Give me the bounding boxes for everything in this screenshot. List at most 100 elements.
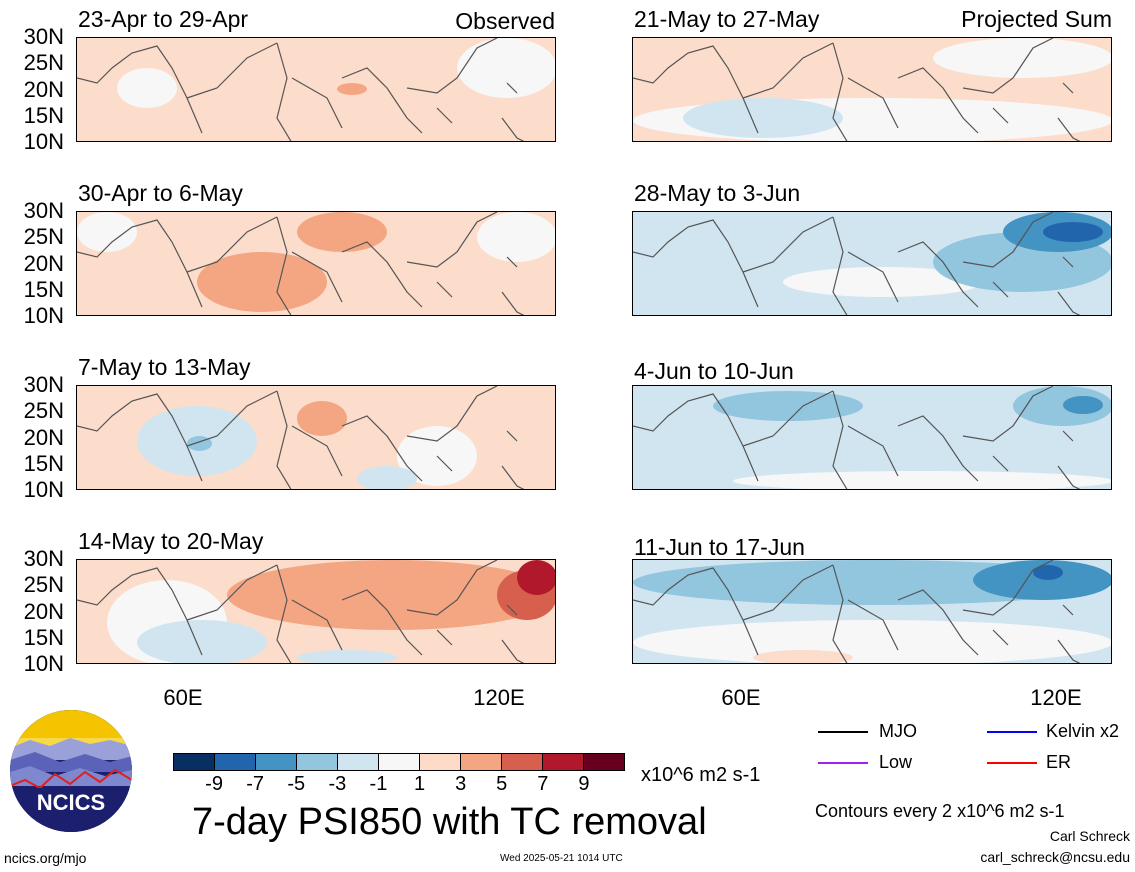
coastline	[633, 386, 1081, 489]
map-field	[77, 212, 555, 315]
colorbar-swatch	[338, 754, 379, 770]
colorbar-tick-label: -9	[205, 773, 223, 795]
field-shade	[933, 38, 1111, 78]
map-panel	[632, 211, 1112, 316]
lat-label: 20N	[23, 77, 64, 102]
map-panel	[76, 559, 556, 664]
colorbar-unit: x10^6 m2 s-1	[641, 764, 761, 786]
lat-label: 20N	[23, 599, 64, 624]
colorbar-tick-label: -7	[246, 773, 265, 795]
logo-text: NCICS	[36, 790, 106, 815]
colorbar-tick-label: -5	[287, 773, 306, 795]
field-shade	[1063, 396, 1103, 414]
lat-label: 20N	[23, 425, 64, 450]
coastline	[77, 386, 525, 489]
lon-label: 60E	[721, 685, 761, 710]
panel-title: 23-Apr to 29-Apr	[78, 6, 249, 32]
field-shade	[297, 401, 347, 436]
field-shade	[337, 83, 367, 95]
colorbar-tick-label: 5	[496, 773, 508, 795]
map-panel	[76, 211, 556, 316]
lon-label: 120E	[1030, 685, 1082, 710]
field-shade	[1033, 565, 1063, 580]
lat-label: 15N	[23, 625, 64, 650]
panel-corner-label: Projected Sum	[961, 6, 1112, 32]
field-shade	[187, 436, 212, 451]
field-shade	[783, 267, 983, 297]
field-shade	[1013, 386, 1111, 426]
map-field	[77, 38, 555, 141]
coastline	[633, 212, 1081, 315]
colorbar-swatch	[543, 754, 584, 770]
field-shade	[973, 560, 1111, 600]
field-shade	[457, 38, 555, 98]
field-shade	[117, 68, 177, 108]
legend-line-er	[987, 762, 1037, 764]
lon-label: 120E	[473, 685, 525, 710]
field-shade	[477, 212, 555, 262]
field-shade	[713, 391, 863, 421]
lat-label: 10N	[23, 477, 64, 502]
lat-label: 20N	[23, 251, 64, 276]
legend-label-mjo: MJO	[879, 721, 917, 741]
timestamp: Wed 2025-05-21 1014 UTC	[500, 853, 623, 864]
lat-label: 10N	[23, 651, 64, 676]
ncics-logo: NCICS	[10, 710, 132, 832]
lat-label: 10N	[23, 303, 64, 328]
lon-label: 60E	[163, 685, 203, 710]
colorbar-swatch	[256, 754, 297, 770]
field-shade	[357, 466, 417, 489]
map-field	[633, 386, 1111, 489]
legend-line-mjo	[818, 731, 868, 733]
colorbar-swatch	[461, 754, 502, 770]
colorbar-tick-label: -3	[328, 773, 347, 795]
coastline	[633, 560, 1081, 663]
panel-title: 30-Apr to 6-May	[78, 180, 243, 206]
legend-label-low: Low	[879, 752, 913, 772]
field-shade	[297, 212, 387, 252]
lat-label: 30N	[23, 372, 64, 397]
figure-title: 7-day PSI850 with TC removal	[192, 801, 707, 843]
field-shade	[733, 471, 1111, 489]
colorbar	[173, 753, 625, 771]
panel-title: 11-Jun to 17-Jun	[634, 534, 805, 560]
field-shade	[137, 620, 267, 663]
author-email: carl_schreck@ncsu.edu	[980, 849, 1130, 865]
field-shade	[77, 212, 137, 252]
colorbar-tick-label: 7	[537, 773, 549, 795]
lat-label: 15N	[23, 451, 64, 476]
colorbar-swatch	[215, 754, 256, 770]
field-shade	[197, 252, 327, 312]
lat-label: 25N	[23, 224, 64, 249]
panel-title: 7-May to 13-May	[78, 354, 251, 380]
colorbar-swatch	[174, 754, 215, 770]
coastline	[77, 560, 525, 663]
field-shade	[633, 620, 1111, 663]
field-shade	[517, 560, 555, 595]
map-panel	[632, 559, 1112, 664]
map-field	[633, 38, 1111, 141]
legend-line-kelvin	[987, 731, 1037, 733]
colorbar-tick-label: 9	[578, 773, 590, 795]
colorbar-tick-label: 3	[455, 773, 467, 795]
colorbar-swatch	[502, 754, 543, 770]
lat-label: 25N	[23, 398, 64, 423]
colorbar-swatch	[379, 754, 420, 770]
author: Carl Schreck	[1049, 828, 1130, 844]
map-panel	[76, 37, 556, 142]
colorbar-tick-label: -1	[369, 773, 388, 795]
colorbar-swatch	[584, 754, 624, 770]
legend-label-kelvin: Kelvin x2	[1046, 721, 1120, 741]
panel-title: 14-May to 20-May	[78, 528, 264, 554]
lat-label: 30N	[23, 198, 64, 223]
lat-label: 25N	[23, 572, 64, 597]
coastline	[77, 38, 525, 141]
coastline	[77, 212, 525, 315]
colorbar-tick-label: 1	[413, 773, 426, 795]
panel-corner-label: Observed	[455, 8, 555, 34]
panel-title: 4-Jun to 10-Jun	[634, 358, 794, 384]
map-field	[77, 386, 555, 489]
lat-label: 15N	[23, 103, 64, 128]
map-field	[633, 560, 1111, 663]
lat-label: 10N	[23, 129, 64, 154]
